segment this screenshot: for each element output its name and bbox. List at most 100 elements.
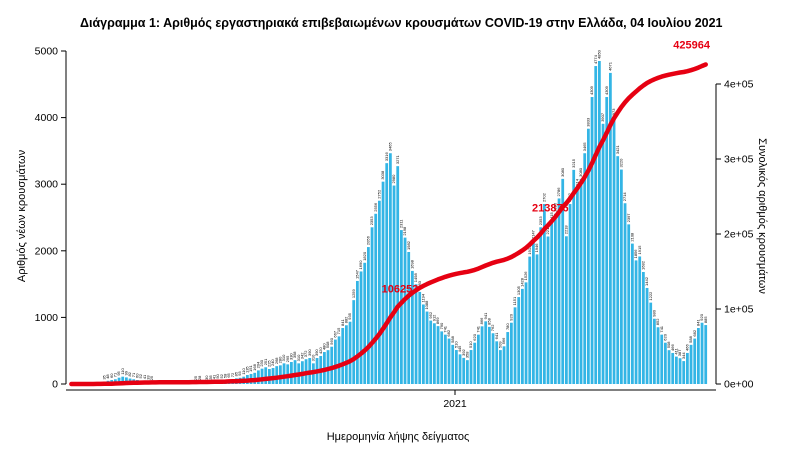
bar-value-label: 620	[663, 333, 668, 340]
bar-value-label: 2056	[366, 235, 371, 245]
bar-value-label: 358	[465, 351, 470, 358]
bar	[473, 342, 477, 384]
bar	[499, 350, 502, 384]
bar-value-label: 342	[300, 352, 305, 359]
bar-value-label: 204	[256, 361, 261, 368]
bar	[341, 327, 345, 384]
bar	[601, 123, 605, 385]
x-axis-title: Ημερομηνία λήψης δείγματος	[326, 431, 470, 443]
bar	[594, 66, 598, 384]
bar-value-label: 445	[457, 345, 462, 352]
bar	[491, 333, 495, 384]
bar-value-label: 741	[443, 325, 448, 332]
bar	[693, 338, 697, 384]
bar	[290, 362, 293, 384]
bar-value-label: 1526	[523, 271, 528, 281]
bar-value-label: 1820	[362, 251, 367, 261]
bar	[521, 288, 524, 384]
bar-value-label: 869	[435, 317, 440, 324]
bar-value-label: 715	[336, 327, 341, 334]
bar-value-label: 411	[674, 347, 679, 354]
y-right-tick-label: 3e+05	[724, 154, 754, 166]
y-left-tick-label: 1000	[35, 312, 59, 324]
bar	[414, 284, 418, 384]
bar	[392, 185, 396, 384]
bar	[469, 350, 473, 384]
bar-value-label: 508	[325, 341, 330, 348]
bar-value-label: 885	[703, 316, 708, 323]
bar	[704, 325, 708, 384]
bar	[675, 356, 678, 384]
bar-value-label: 2353	[369, 216, 374, 226]
bar-value-label: 509	[498, 341, 503, 348]
bar	[697, 327, 700, 384]
bar-value-label: 3316	[384, 151, 389, 161]
bar	[484, 321, 488, 384]
bar-value-label: 151	[248, 364, 253, 371]
bar-value-label: 780	[505, 323, 510, 330]
bar-value-label: 4309	[589, 85, 594, 95]
bar	[363, 262, 367, 384]
bar-value-label: 2556	[553, 202, 558, 212]
bar-value-label: 52	[219, 373, 224, 378]
bar	[418, 291, 422, 384]
bar-value-label: 3038	[380, 170, 385, 180]
bar-value-label: 3833	[586, 117, 591, 127]
bar	[279, 365, 282, 384]
bar	[370, 227, 374, 384]
bar-value-label: 2752	[377, 189, 382, 199]
bar-value-label: 390	[307, 349, 312, 356]
y-right-tick-label: 1e+05	[724, 304, 754, 316]
bar	[631, 243, 634, 384]
bar-value-label: 1682	[641, 260, 646, 270]
bar-value-label: 295	[285, 355, 290, 362]
bar-value-label: 920	[509, 313, 514, 320]
bar	[458, 354, 462, 384]
bar-value-label: 2215	[545, 225, 550, 235]
bar-value-label: 741	[659, 325, 664, 332]
bar	[385, 163, 389, 384]
y-left-tick-label: 5000	[35, 46, 59, 58]
bar	[396, 166, 400, 384]
bar-value-label: 588	[688, 335, 693, 342]
bar	[653, 318, 656, 384]
bar	[257, 370, 260, 384]
bar	[444, 334, 447, 384]
bar-value-label: 48	[105, 374, 110, 379]
bar-value-label: 3465	[582, 142, 587, 152]
bar-value-label: 41	[142, 374, 147, 379]
bar-value-label: 1442	[644, 276, 649, 286]
bar-value-label: 510	[454, 341, 459, 348]
bar	[598, 60, 601, 385]
bar-value-label: 2914	[575, 178, 580, 188]
bar-value-label: 2714	[622, 192, 627, 202]
x-tick-label: 2021	[443, 398, 467, 410]
bar	[535, 254, 539, 384]
bar-value-label: 1856	[633, 249, 638, 259]
milestone-label: 425964	[673, 40, 711, 52]
bar-value-label: 2218	[564, 225, 569, 235]
bar	[671, 352, 675, 384]
bar	[389, 153, 392, 384]
bar-value-label: 2108	[630, 232, 635, 242]
bar-value-label: 3271	[395, 154, 400, 164]
bar-value-label: 3220	[619, 158, 624, 168]
bar-value-label: 1698	[410, 259, 415, 269]
bar-value-label: 1547	[355, 269, 360, 279]
bar	[447, 338, 451, 384]
bar	[125, 377, 128, 384]
bar-value-label: 841	[696, 319, 701, 326]
bar-value-label: 1088	[424, 300, 429, 310]
bar-value-label: 358	[292, 351, 297, 358]
bar-value-label: 1151	[512, 296, 517, 305]
bar	[433, 323, 436, 384]
bar-value-label: 912	[432, 314, 437, 321]
milestone-label: 213876	[532, 203, 569, 215]
bar-value-label: 1913	[527, 245, 532, 255]
bar	[356, 280, 359, 384]
bar-value-label: 35	[208, 374, 213, 379]
bar	[506, 332, 510, 384]
bar-value-label: 4671	[608, 61, 613, 71]
bar	[620, 169, 623, 384]
